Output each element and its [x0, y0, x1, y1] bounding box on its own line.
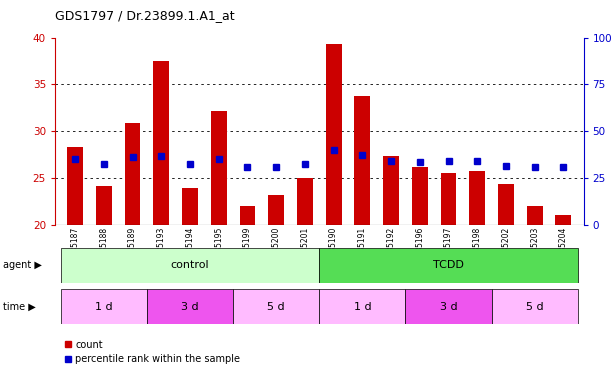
Bar	[320, 289, 406, 324]
Bar	[153, 61, 169, 225]
Bar	[297, 178, 313, 225]
Bar	[412, 167, 428, 225]
Text: 5 d: 5 d	[526, 302, 544, 312]
Bar	[555, 214, 571, 225]
Text: 5 d: 5 d	[268, 302, 285, 312]
Text: time ▶: time ▶	[3, 302, 36, 312]
Bar	[60, 248, 320, 283]
Text: agent ▶: agent ▶	[3, 260, 42, 270]
Bar	[60, 289, 147, 324]
Bar	[96, 186, 112, 225]
Bar	[147, 289, 233, 324]
Bar	[383, 156, 399, 225]
Bar	[67, 147, 83, 225]
Bar	[406, 289, 492, 324]
Bar	[492, 289, 578, 324]
Text: 1 d: 1 d	[354, 302, 371, 312]
Text: 1 d: 1 d	[95, 302, 112, 312]
Bar	[233, 289, 320, 324]
Text: 3 d: 3 d	[181, 302, 199, 312]
Bar	[182, 188, 198, 225]
Bar	[527, 206, 543, 225]
Legend: count, percentile rank within the sample: count, percentile rank within the sample	[60, 336, 244, 368]
Bar	[326, 44, 342, 225]
Bar	[320, 248, 578, 283]
Bar	[240, 206, 255, 225]
Text: control: control	[170, 260, 210, 270]
Bar	[125, 123, 141, 225]
Bar	[211, 111, 227, 225]
Text: TCDD: TCDD	[433, 260, 464, 270]
Bar	[441, 172, 456, 225]
Bar	[268, 195, 284, 225]
Bar	[469, 171, 485, 225]
Bar	[498, 184, 514, 225]
Bar	[354, 96, 370, 225]
Text: GDS1797 / Dr.23899.1.A1_at: GDS1797 / Dr.23899.1.A1_at	[55, 9, 235, 22]
Text: 3 d: 3 d	[440, 302, 457, 312]
